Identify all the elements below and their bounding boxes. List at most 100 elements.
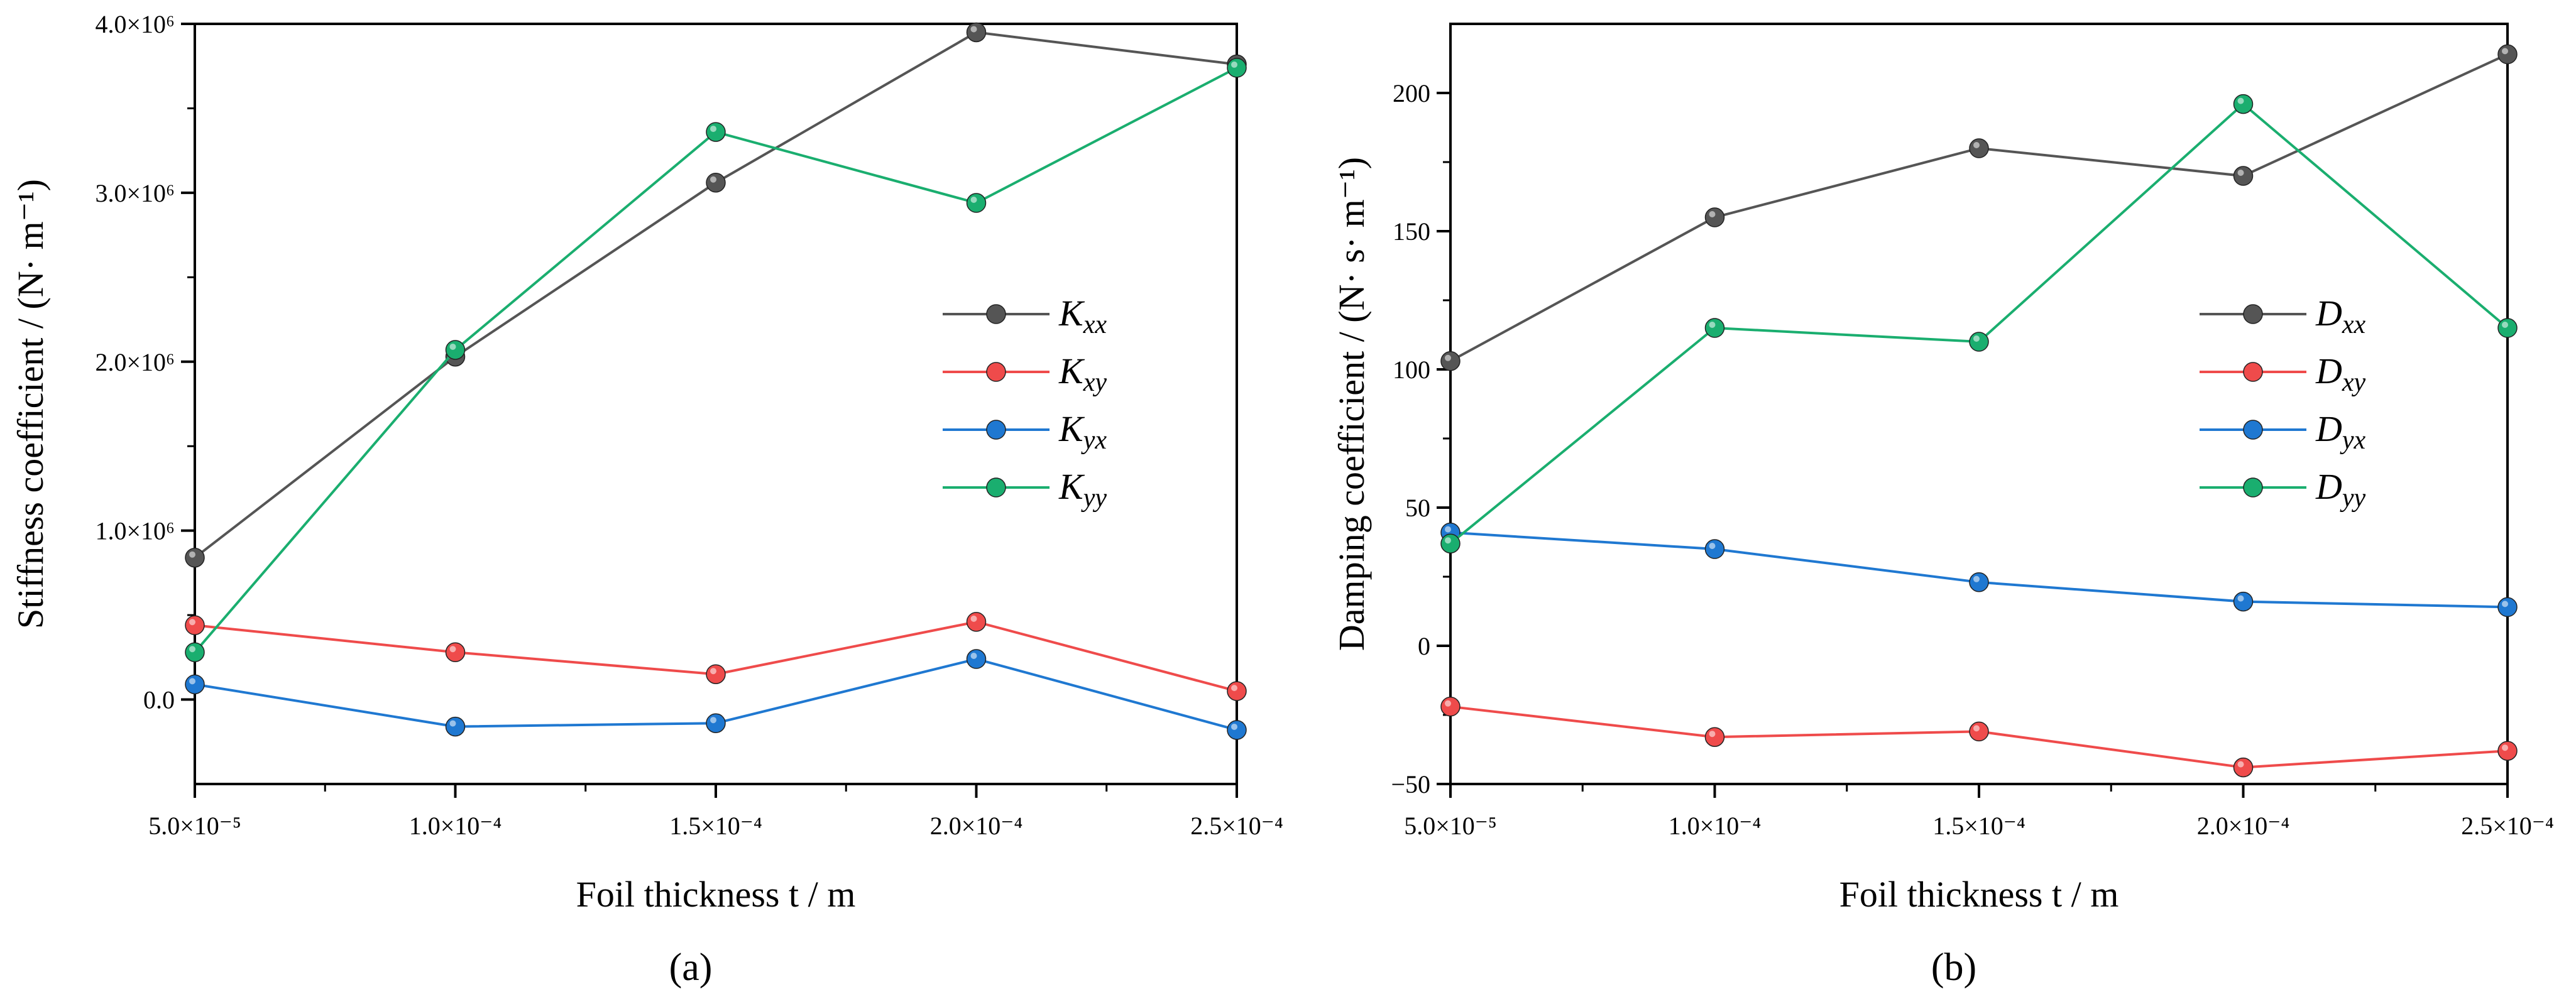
- series-Dyx: [1440, 522, 2518, 618]
- x-tick-label: 2.0×10⁻⁴: [2197, 812, 2290, 840]
- legend-label-base: D: [2315, 351, 2342, 391]
- y-tick-label: −50: [1391, 770, 1430, 798]
- data-point-highlight: [1973, 142, 1980, 148]
- data-point-highlight: [1973, 335, 1980, 342]
- data-point-highlight: [970, 615, 977, 622]
- x-axis-label: Foil thickness t / m: [1839, 874, 2119, 915]
- data-point-highlight: [1973, 725, 1980, 732]
- x-tick-label: 2.5×10⁻⁴: [2461, 812, 2554, 840]
- y-tick-label: 3.0×10⁶: [95, 179, 175, 207]
- x-tick-label: 2.5×10⁻⁴: [1190, 812, 1283, 840]
- data-point: [1704, 207, 1725, 227]
- data-point-highlight: [2502, 601, 2508, 607]
- data-point: [1440, 533, 1461, 553]
- legend-label: Kyy: [1058, 466, 1107, 513]
- data-point: [445, 642, 466, 663]
- y-tick-label: 150: [1393, 217, 1430, 246]
- chart-panel-2: 5.0×10⁻⁵ 1.0×10⁻⁴ 1.5×10⁻⁴ 2.0×10⁻⁴ 2.5×10⁻⁴…: [1331, 23, 2554, 989]
- legend-label: Dyy: [2315, 466, 2366, 513]
- x-tick-label: 2.0×10⁻⁴: [930, 812, 1023, 840]
- data-point: [2497, 318, 2518, 338]
- data-point: [1227, 720, 1247, 740]
- legend-label-subscript: yy: [2340, 484, 2366, 513]
- y-tick-label: 200: [1393, 79, 1430, 107]
- legend-label: Dyx: [2315, 408, 2366, 455]
- series-Dyy: [1440, 94, 2518, 553]
- data-point: [1969, 721, 1989, 742]
- data-point-highlight: [1445, 526, 1451, 533]
- data-point: [966, 22, 987, 43]
- data-point: [185, 615, 205, 635]
- legend-label-subscript: xx: [1083, 310, 1107, 339]
- data-point: [1704, 318, 1725, 338]
- data-point: [966, 612, 987, 632]
- data-point-highlight: [2502, 744, 2508, 751]
- data-point: [1227, 681, 1247, 701]
- legend-label-base: K: [1058, 408, 1085, 449]
- legend-label-subscript: yx: [2340, 426, 2366, 455]
- legend-label-subscript: xy: [1083, 368, 1107, 397]
- data-point: [185, 642, 205, 663]
- data-point-highlight: [1445, 354, 1451, 361]
- data-point: [1969, 332, 1989, 352]
- data-point-highlight: [2502, 48, 2508, 55]
- data-point: [1440, 697, 1461, 717]
- chart-panel-1: 5.0×10⁻⁵ 1.0×10⁻⁴ 1.5×10⁻⁴ 2.0×10⁻⁴ 2.5×10⁻⁴…: [10, 10, 1283, 989]
- legend-label-subscript: xy: [2342, 368, 2366, 397]
- y-tick-label: 1.0×10⁶: [95, 517, 175, 545]
- legend-marker: [986, 477, 1006, 498]
- data-point-highlight: [710, 717, 716, 724]
- legend-label-subscript: xx: [2342, 310, 2366, 339]
- data-point: [2497, 741, 2518, 761]
- x-axis-label: Foil thickness t / m: [576, 874, 856, 915]
- data-point: [1227, 58, 1247, 78]
- data-point-highlight: [970, 197, 977, 204]
- x-tick-label: 1.5×10⁻⁴: [1932, 812, 2025, 840]
- data-point-highlight: [189, 678, 195, 685]
- legend-item-Kxx: Kxx: [943, 293, 1107, 339]
- data-point: [2233, 94, 2254, 114]
- legend-label: Dxy: [2315, 351, 2366, 397]
- y-tick-label: 2.0×10⁶: [95, 348, 175, 376]
- legend-label: Kxy: [1058, 351, 1107, 397]
- series-Kxx: [185, 22, 1247, 568]
- series-Dxy: [1440, 697, 2518, 778]
- series-line: [1450, 531, 2508, 609]
- legend-marker: [2243, 420, 2263, 440]
- data-point-highlight: [970, 26, 977, 33]
- y-axis-label: Damping coefficient / (N· s· m⁻¹): [1331, 157, 1372, 651]
- data-point-highlight: [1231, 685, 1237, 692]
- legend-marker: [986, 420, 1006, 440]
- data-point-highlight: [710, 668, 716, 675]
- legend-item-Kyy: Kyy: [943, 466, 1107, 513]
- data-point-highlight: [2237, 97, 2244, 104]
- legend-label-base: D: [2315, 408, 2342, 449]
- legend-item-Kyx: Kyx: [943, 408, 1107, 455]
- legend-label: Dxx: [2315, 293, 2366, 339]
- y-tick-label: 0.0: [143, 686, 175, 714]
- y-tick-label: 0: [1418, 632, 1430, 660]
- legend-label-subscript: yy: [1081, 484, 1107, 513]
- data-point: [966, 649, 987, 669]
- panel-label: (a): [669, 946, 713, 989]
- data-point: [966, 193, 987, 213]
- legend-label-base: D: [2315, 466, 2342, 507]
- data-point: [2233, 591, 2254, 612]
- data-point: [706, 713, 726, 733]
- data-point: [185, 674, 205, 695]
- legend-item-Dxy: Dxy: [2200, 351, 2366, 397]
- series-Kxy: [185, 612, 1247, 701]
- x-tick-label: 5.0×10⁻⁵: [1404, 812, 1497, 840]
- legend-label-base: K: [1058, 466, 1085, 507]
- data-point-highlight: [1445, 537, 1451, 544]
- data-point-highlight: [1709, 543, 1716, 549]
- series-Dxx: [1440, 44, 2518, 371]
- plot-frame: [1449, 23, 2509, 785]
- data-point: [1969, 138, 1989, 158]
- data-point-highlight: [1445, 700, 1451, 707]
- x-tick-label: 5.0×10⁻⁵: [148, 812, 241, 840]
- y-tick-label: 4.0×10⁶: [95, 10, 175, 38]
- data-point: [706, 173, 726, 193]
- data-point-highlight: [1709, 211, 1716, 217]
